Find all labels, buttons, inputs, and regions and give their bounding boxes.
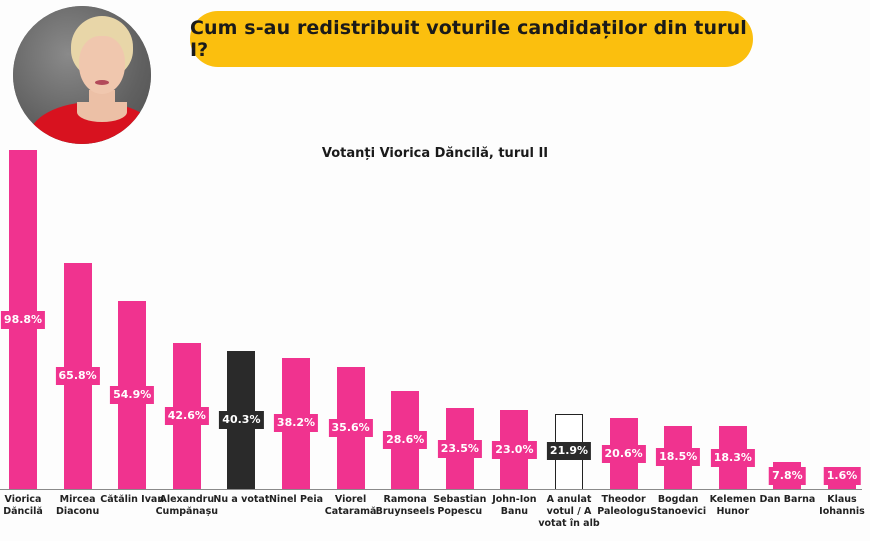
value-label: 23.0% [492,440,537,459]
page-title: Cum s-au redistribuit voturile candidați… [190,11,753,67]
category-label-line: Alexandru [159,494,215,505]
category-label-line: Banu [500,506,528,517]
category-label-line: Popescu [437,506,483,517]
category-label-line: John-Ion [492,494,537,505]
category-label: Viorel Cataramă [316,494,386,518]
category-label-line: Paleologu [597,506,650,517]
category-label: John-Ion Banu [479,494,549,518]
category-label-line: Klaus [827,494,857,505]
category-label: Viorica Dăncilă [0,494,58,518]
category-label-line: Ninel Peia [268,494,324,505]
x-axis-baseline [0,489,862,490]
category-label: Alexandru Cumpănașu [152,494,222,518]
value-label: 21.9% [546,442,592,461]
category-label-line: A anulat [546,494,592,505]
category-label-line: Bogdan [657,494,699,505]
value-label: 1.6% [823,467,861,485]
category-label-line: Viorel [334,494,367,505]
category-label-line: Mircea [59,494,96,505]
category-label: Bogdan Stanoevici [643,494,713,518]
category-label: Nu a votat [206,494,276,506]
category-label: Ramona Bruynseels [370,494,440,518]
category-label-line: votul / A [546,506,592,517]
value-label: 98.8% [0,310,46,329]
value-label: 42.6% [164,406,209,425]
category-label-line: Iohannis [819,506,865,517]
category-label-line: votat în alb [538,518,600,529]
category-label: Theodor Paleologu [589,494,659,518]
category-label-line: Ramona [383,494,427,505]
value-label: 38.2% [273,414,319,433]
category-label: Kelemen Hunor [698,494,768,518]
category-label-line: Bruynseels [375,506,435,517]
value-label: 65.8% [55,367,100,386]
value-label: 7.8% [769,466,806,485]
category-label-line: Sebastian [433,494,487,505]
value-label: 54.9% [110,385,155,404]
category-label-line: Cataramă [324,506,377,517]
category-label-line: Nu a votat [213,494,270,505]
value-label: 20.6% [601,444,646,463]
value-label: 18.5% [656,448,701,467]
avatar-lips [95,80,109,85]
value-label: 35.6% [328,418,373,437]
category-label: Mircea Diaconu [43,494,113,518]
value-label: 40.3% [219,410,264,429]
avatar-neck [89,90,115,110]
category-label-line: Cumpănașu [155,506,219,517]
category-label-line: Theodor [601,494,646,505]
category-label-line: Kelemen [709,494,757,505]
candidate-avatar [13,6,151,144]
category-label-line: Dan Barna [759,494,816,505]
category-label-line: Cătălin Ivan [100,494,165,505]
category-label-line: Hunor [716,506,750,517]
category-label-line: Diaconu [55,506,100,517]
category-label-line: Dăncilă [3,506,43,517]
category-label: Sebastian Popescu [425,494,495,518]
bar-15 [828,483,856,489]
chart-title: Votanți Viorica Dăncilă, turul II [321,146,549,161]
category-label-line: Viorica [4,494,42,505]
category-label: Klaus Iohannis [807,494,870,518]
category-label: Cătălin Ivan [97,494,167,506]
value-label: 28.6% [383,430,428,449]
category-label: Ninel Peia [261,494,331,506]
value-label: 23.5% [437,439,482,458]
value-label: 18.3% [710,448,755,467]
category-label-line: Stanoevici [650,506,707,517]
category-label: Dan Barna [752,494,822,506]
